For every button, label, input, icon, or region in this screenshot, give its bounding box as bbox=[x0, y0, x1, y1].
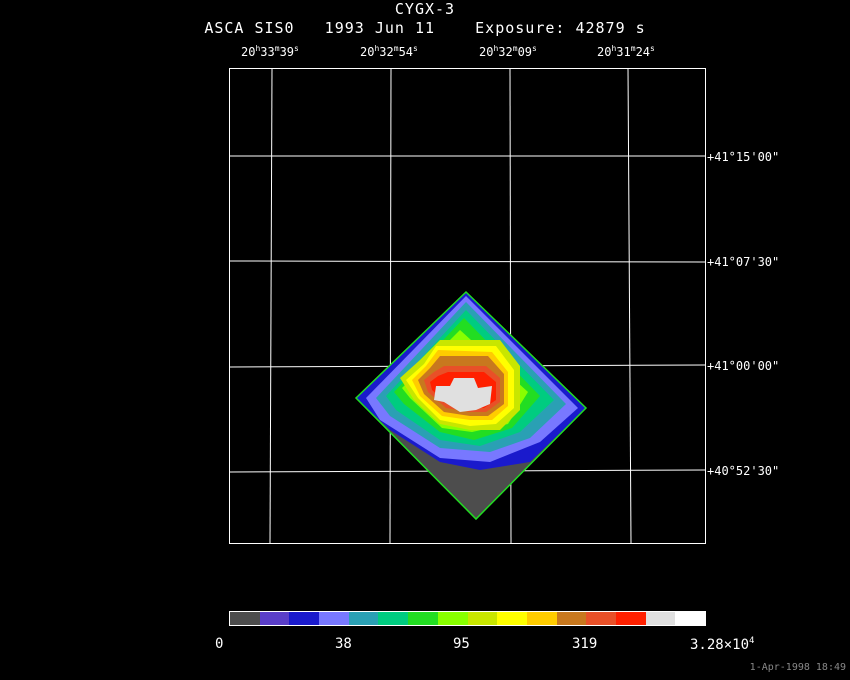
ra-tick-label: 20h32m09s bbox=[479, 44, 537, 59]
colorbar-swatch bbox=[526, 612, 557, 625]
colorbar-swatch bbox=[259, 612, 290, 625]
colorbar-swatch bbox=[230, 612, 260, 625]
colorbar-swatch bbox=[497, 612, 527, 625]
colorbar-swatch bbox=[437, 612, 468, 625]
colorbar-swatch bbox=[645, 612, 676, 625]
dec-tick-label: +41°00'00" bbox=[707, 359, 780, 373]
ra-tick-label: 20h31m24s bbox=[597, 44, 655, 59]
field-outline bbox=[354, 290, 588, 521]
colorbar-swatch bbox=[408, 612, 438, 625]
colorbar-swatch bbox=[675, 612, 705, 625]
colorbar-swatch bbox=[289, 612, 320, 625]
colorbar-swatch bbox=[467, 612, 498, 625]
colorbar bbox=[229, 611, 706, 626]
image-subtitle: ASCA SIS0 1993 Jun 11 Exposure: 42879 s bbox=[204, 19, 646, 37]
colorbar-label: 319 bbox=[572, 636, 598, 652]
colorbar-swatch bbox=[615, 612, 646, 625]
colorbar-label: 0 bbox=[215, 636, 224, 652]
dec-tick-label: +41°07'30" bbox=[707, 255, 780, 269]
colorbar-swatch bbox=[348, 612, 379, 625]
colorbar-swatch bbox=[319, 612, 349, 625]
ra-tick-label: 20h33m39s bbox=[241, 44, 299, 59]
dec-tick-label: +41°15'00" bbox=[707, 150, 780, 164]
colorbar-label: 38 bbox=[335, 636, 352, 652]
colorbar-swatch bbox=[556, 612, 587, 625]
ra-tick-label: 20h32m54s bbox=[360, 44, 418, 59]
dec-tick-label: +40°52'30" bbox=[707, 464, 780, 478]
colorbar-label: 95 bbox=[453, 636, 470, 652]
plot-frame bbox=[229, 68, 706, 544]
image-title: CYGX-3 bbox=[394, 0, 456, 18]
colorbar-swatch bbox=[586, 612, 616, 625]
xray-source-image bbox=[356, 292, 586, 519]
coordinate-grid bbox=[228, 67, 707, 544]
colorbar-label-max: 3.28×104 bbox=[690, 636, 755, 653]
timestamp: 1-Apr-1998 18:49 bbox=[749, 662, 846, 673]
colorbar-swatch bbox=[378, 612, 409, 625]
